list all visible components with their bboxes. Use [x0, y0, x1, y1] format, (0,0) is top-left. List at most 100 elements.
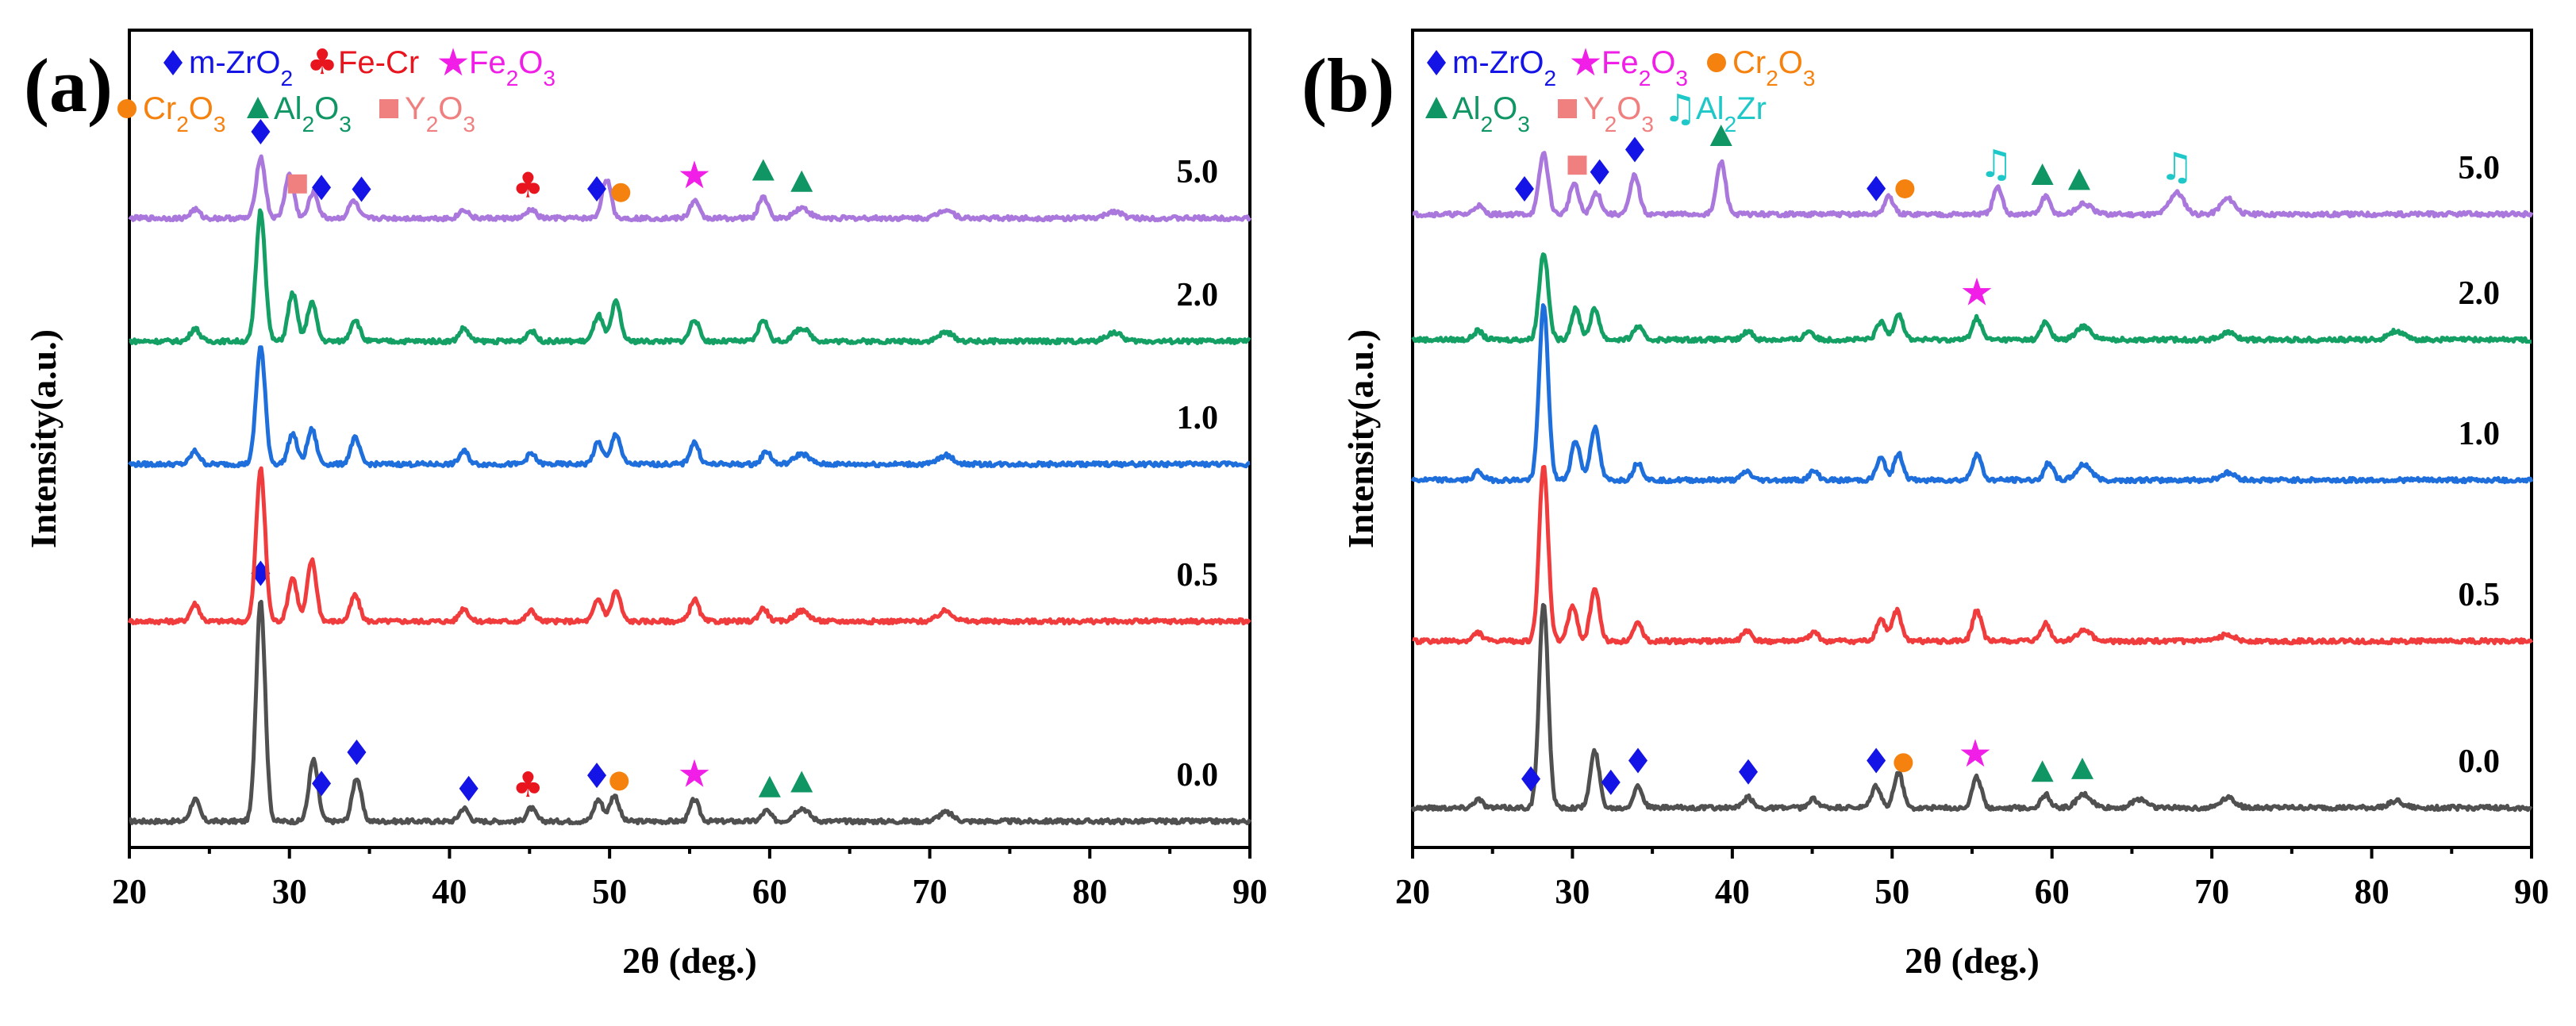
legend-marker-fe-cr: ♣ [306, 42, 337, 83]
legend-label-fe2o3: Fe2O3 [1601, 45, 1688, 90]
peak-marker-cr2o3 [611, 183, 631, 202]
legend-marker-al2o3 [247, 97, 269, 118]
x-tick-label: 80 [1072, 872, 1107, 911]
legend-label-al2o3: Al2O3 [274, 91, 352, 136]
peak-marker-cr2o3 [1895, 179, 1915, 198]
series-line-0.5 [127, 466, 1251, 626]
legend: m-ZrO2 ★Fe2O3 Cr2O3 Al2O3 Y2O3 ♫Al2Zr [1425, 40, 1816, 136]
series-label: 2.0 [1177, 277, 1219, 313]
legend-label-cr2o3: Cr2O3 [1732, 45, 1816, 90]
legend-marker-cr2o3 [117, 99, 136, 118]
peak-marker-al2o3 [2031, 163, 2054, 185]
x-tick-label: 90 [1232, 872, 1267, 911]
peak-marker-m-zro2 [347, 740, 367, 765]
peak-marker-m-zro2 [1628, 747, 1648, 774]
legend-marker-y2o3 [1558, 99, 1577, 118]
legend-label-y2o3: Y2O3 [405, 91, 475, 136]
x-axis-title: 2θ (deg.) [622, 940, 757, 981]
legend-label-y2o3: Y2O3 [1583, 91, 1654, 136]
legend-marker-fe2o3: ★ [436, 40, 470, 85]
peak-marker-al2o3 [790, 170, 813, 192]
peak-marker-m-zro2 [1521, 766, 1541, 792]
peak-marker-fe-cr: ♣ [513, 765, 544, 805]
x-tick-label: 70 [913, 872, 948, 911]
legend-marker-fe2o3: ★ [1568, 40, 1602, 85]
panel-b: 20 30 40 50 60 70 80 90 2θ (deg.) Intensity(a.u.)… [1301, 29, 2549, 981]
peak-marker-m-zro2 [459, 775, 479, 801]
peak-marker-al2o3 [752, 159, 775, 181]
x-tick-label: 60 [2035, 872, 2070, 911]
plot-frame [1411, 29, 2533, 849]
legend-label-fe-cr: Fe-Cr [338, 45, 419, 80]
series-line-0.0 [1410, 602, 2533, 813]
x-axis-title: 2θ (deg.) [1905, 940, 2040, 981]
x-tick-label: 70 [2194, 872, 2229, 911]
peak-marker-m-zro2 [1867, 747, 1886, 774]
series-line-2.0 [129, 208, 1251, 346]
series-label: 1.0 [2459, 416, 2501, 452]
series-line-2.0 [1411, 252, 2532, 344]
peak-marker-al2o3 [758, 775, 781, 797]
peak-marker-m-zro2 [587, 176, 607, 202]
x-tick-label: 90 [2514, 872, 2549, 911]
series-line-1.0 [127, 345, 1251, 469]
x-tick-label: 20 [1395, 872, 1430, 911]
series-line-1.0 [1410, 303, 2534, 485]
legend-marker-cr2o3 [1707, 53, 1726, 72]
legend-marker-al2zr: ♫ [1663, 86, 1697, 131]
legend: m-ZrO2 ♣ Fe-Cr ★Fe2O3 Cr2O3 Al2O3 Y2O3 [117, 40, 556, 136]
y-axis-title: Intensity(a.u.) [23, 329, 63, 548]
peak-marker-cr2o3 [1894, 753, 1913, 773]
panel-label: (a) [24, 43, 113, 128]
peak-marker-al2o3 [2067, 168, 2090, 190]
peak-marker-fe2o3: ★ [678, 153, 712, 198]
x-tick-label: 20 [112, 872, 147, 911]
peak-marker-al2o3 [2070, 757, 2093, 779]
series-label: 0.0 [2459, 744, 2501, 780]
peak-marker-al2zr: ♫ [1979, 142, 2013, 186]
peak-marker-m-zro2 [1867, 175, 1886, 202]
series-line-0.0 [129, 599, 1252, 826]
series-label: 0.5 [1177, 557, 1219, 594]
peak-marker-m-zro2 [1601, 769, 1621, 795]
peak-marker-al2o3 [1709, 125, 1732, 146]
peak-marker-cr2o3 [609, 771, 629, 791]
legend-marker-al2o3 [1425, 97, 1448, 118]
peak-marker-m-zro2 [352, 176, 371, 202]
panel-label: (b) [1301, 43, 1394, 128]
x-tick-label: 40 [432, 872, 467, 911]
legend-marker-y2o3 [379, 99, 398, 118]
legend-label-m-zro2: m-ZrO2 [1452, 45, 1556, 90]
peak-marker-m-zro2 [1624, 136, 1644, 163]
peak-marker-m-zro2 [312, 175, 332, 201]
peak-marker-al2o3 [790, 770, 813, 793]
series-label: 5.0 [2459, 150, 2501, 186]
series-label: 0.5 [2459, 577, 2501, 613]
x-tick-label: 30 [272, 872, 307, 911]
peak-marker-m-zro2 [251, 119, 271, 144]
peak-marker-m-zro2 [1590, 159, 1609, 185]
peak-marker-al2zr: ♫ [2159, 145, 2193, 190]
legend-label-cr2o3: Cr2O3 [143, 91, 226, 136]
peak-marker-fe2o3: ★ [678, 752, 712, 797]
series-label: 1.0 [1177, 400, 1219, 436]
x-tick-label: 30 [1555, 872, 1590, 911]
peak-marker-fe2o3: ★ [1960, 271, 1994, 315]
peak-marker-y2o3 [1567, 156, 1587, 175]
x-tick-label: 40 [1715, 872, 1750, 911]
series-label: 5.0 [1177, 154, 1219, 190]
peak-marker-m-zro2 [1739, 759, 1758, 785]
peak-marker-m-zro2 [312, 770, 332, 797]
peak-marker-fe2o3: ★ [1959, 732, 1993, 776]
peak-marker-y2o3 [287, 174, 307, 194]
x-tick-label: 50 [592, 872, 627, 911]
x-tick-label: 60 [752, 872, 787, 911]
legend-label-fe2o3: Fe2O3 [469, 45, 556, 90]
series-label: 0.0 [1177, 757, 1219, 794]
y-axis-title: Intensity(a.u.) [1340, 329, 1381, 548]
legend-marker-m-zro2 [1427, 50, 1446, 75]
peak-marker-fe-cr: ♣ [513, 165, 544, 206]
legend-label-m-zro2: m-ZrO2 [189, 45, 293, 90]
x-tick-label: 80 [2355, 872, 2390, 911]
series-line-0.5 [1412, 464, 2534, 646]
